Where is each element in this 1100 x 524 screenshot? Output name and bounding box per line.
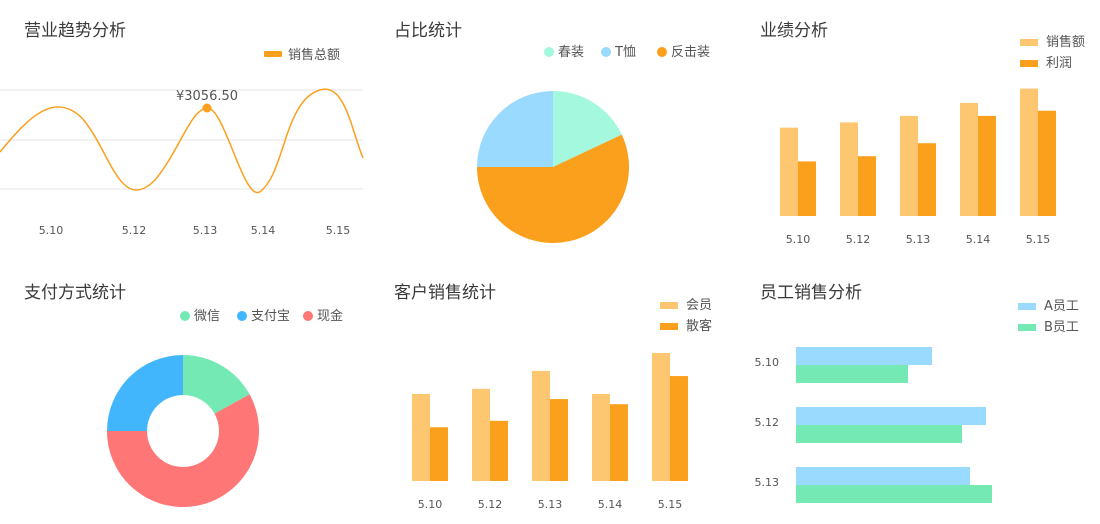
customers-title: 客户销售统计 <box>394 283 496 303</box>
legend-dot <box>180 311 190 321</box>
hbar <box>796 425 962 443</box>
staff-panel: 员工销售分析 5.10 5.12 5.13 A员工 B员工 <box>736 262 1100 524</box>
payment-panel: 支付方式统计 微信 支付宝 现金 <box>0 262 366 524</box>
share-slice <box>477 134 629 243</box>
share-chart: 春装 T恤 反击装 <box>477 45 710 243</box>
payment-chart: 微信 支付宝 现金 <box>107 308 343 507</box>
legend-dot <box>303 311 313 321</box>
bar <box>1020 88 1038 216</box>
x-tick-label: 5.12 <box>478 498 503 511</box>
bar <box>412 393 430 481</box>
bar <box>840 122 858 216</box>
bar <box>798 161 816 216</box>
x-tick-label: 5.14 <box>251 224 276 237</box>
bar <box>592 393 610 481</box>
x-tick-label: 5.10 <box>418 498 443 511</box>
x-tick-label: 5.12 <box>846 233 871 246</box>
x-tick-label: 5.12 <box>122 224 147 237</box>
legend-label: 支付宝 <box>251 309 290 324</box>
legend-label: 利润 <box>1046 56 1072 71</box>
payment-slice <box>183 355 250 414</box>
bar <box>858 156 876 216</box>
x-tick-label: 5.13 <box>538 498 563 511</box>
legend-label: 散客 <box>686 318 712 334</box>
legend-swatch <box>660 302 678 309</box>
x-tick-label: 5.10 <box>786 233 811 246</box>
legend-dot <box>237 311 247 321</box>
legend-label: 销售总额 <box>288 47 340 63</box>
bar <box>430 427 448 481</box>
legend-label: 销售额 <box>1046 34 1085 50</box>
legend-label: 现金 <box>317 308 343 324</box>
legend-dot <box>601 47 611 57</box>
x-tick-label: 5.15 <box>658 498 683 511</box>
legend-label: B员工 <box>1044 320 1079 335</box>
hbar <box>796 485 992 503</box>
bar <box>472 388 490 481</box>
payment-slice <box>107 355 183 431</box>
legend-swatch <box>1020 60 1038 67</box>
revenue-highlight-point <box>202 103 212 113</box>
hbar <box>796 347 932 365</box>
bar <box>652 353 670 481</box>
x-tick-label: 5.13 <box>193 224 218 237</box>
legend-label: T恤 <box>614 45 636 60</box>
payment-slice <box>107 394 260 507</box>
legend-swatch <box>660 323 678 330</box>
x-tick-label: 5.14 <box>966 233 991 246</box>
y-tick-label: 5.12 <box>755 416 780 429</box>
revenue-chart: ¥3056.50 5.10 5.12 5.13 5.14 5.15 销售总额 <box>0 47 364 237</box>
y-tick-label: 5.13 <box>755 476 780 489</box>
performance-panel: 业绩分析 5.10 5.12 5.13 5.14 5.15 销售额利润 <box>736 0 1100 262</box>
bar <box>918 143 936 216</box>
legend-label: 微信 <box>194 309 220 324</box>
legend-label: 春装 <box>558 45 584 60</box>
bar <box>780 127 798 216</box>
revenue-title: 营业趋势分析 <box>24 21 126 41</box>
staff-chart: 5.10 5.12 5.13 A员工 B员工 <box>755 299 1079 503</box>
staff-title: 员工销售分析 <box>760 283 862 303</box>
bar <box>900 115 918 216</box>
revenue-line <box>0 88 364 194</box>
share-slice <box>477 91 553 167</box>
revenue-annotation: ¥3056.50 <box>176 89 238 104</box>
share-slice <box>553 91 622 167</box>
bar <box>610 404 628 481</box>
hbar <box>796 467 970 485</box>
legend-dot <box>544 47 554 57</box>
legend-dot <box>657 47 667 57</box>
revenue-panel: 营业趋势分析 ¥3056.50 5.10 5.12 5.13 5.14 5.15 销售总额 <box>0 0 366 262</box>
x-tick-label: 5.15 <box>1026 233 1051 246</box>
bar <box>550 399 568 481</box>
legend-swatch <box>264 51 282 57</box>
x-tick-label: 5.13 <box>906 233 931 246</box>
x-tick-label: 5.15 <box>326 224 351 237</box>
share-panel: 占比统计 春装 T恤 反击装 <box>370 0 736 262</box>
legend-swatch <box>1020 39 1038 46</box>
x-tick-label: 5.10 <box>39 224 64 237</box>
share-title: 占比统计 <box>394 21 462 41</box>
legend-label: A员工 <box>1044 299 1079 314</box>
customers-panel: 客户销售统计 5.10 5.12 5.13 5.14 5.15 会员散客 <box>370 262 736 524</box>
bar <box>532 370 550 481</box>
bar <box>670 376 688 481</box>
bar <box>490 420 508 481</box>
bar <box>960 102 978 216</box>
legend-label: 反击装 <box>671 45 710 60</box>
hbar <box>796 365 908 383</box>
performance-title: 业绩分析 <box>760 21 828 41</box>
legend-swatch <box>1018 324 1036 331</box>
hbar <box>796 407 986 425</box>
bar <box>978 115 996 216</box>
payment-title: 支付方式统计 <box>24 283 126 303</box>
legend-label: 会员 <box>686 298 712 313</box>
y-tick-label: 5.10 <box>755 356 780 369</box>
legend-swatch <box>1018 303 1036 310</box>
x-tick-label: 5.14 <box>598 498 623 511</box>
bar <box>1038 110 1056 216</box>
